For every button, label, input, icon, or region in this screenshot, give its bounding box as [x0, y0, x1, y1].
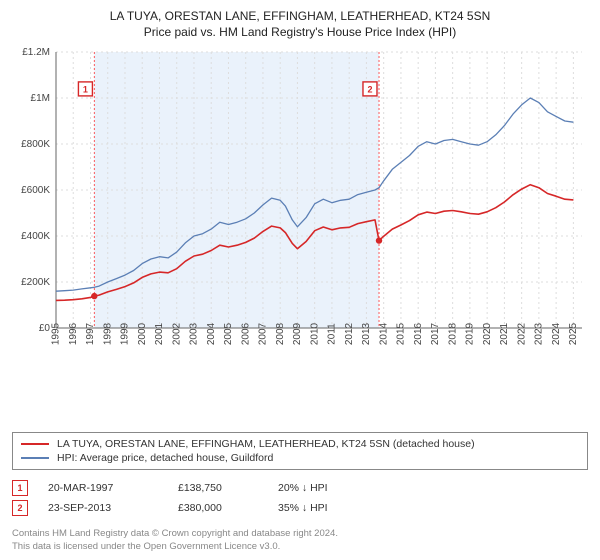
- svg-text:1997: 1997: [85, 323, 96, 346]
- svg-text:£1.2M: £1.2M: [22, 47, 50, 58]
- legend-label: HPI: Average price, detached house, Guil…: [57, 452, 273, 464]
- svg-text:2008: 2008: [275, 323, 286, 346]
- svg-text:£800K: £800K: [21, 139, 50, 150]
- transaction-price: £380,000: [178, 502, 278, 514]
- svg-text:2002: 2002: [171, 323, 182, 346]
- svg-text:2003: 2003: [189, 323, 200, 346]
- svg-text:2022: 2022: [516, 323, 527, 346]
- chart-container: £0£200K£400K£600K£800K£1M£1.2M1995199619…: [12, 44, 588, 424]
- transaction-relative: 20% ↓ HPI: [278, 482, 398, 494]
- svg-text:2021: 2021: [499, 323, 510, 346]
- svg-text:2017: 2017: [430, 323, 441, 346]
- legend-label: LA TUYA, ORESTAN LANE, EFFINGHAM, LEATHE…: [57, 438, 475, 450]
- svg-text:2023: 2023: [534, 323, 545, 346]
- transaction-marker: 2: [12, 500, 28, 516]
- svg-text:2018: 2018: [447, 323, 458, 346]
- footer-line-1: Contains HM Land Registry data © Crown c…: [12, 528, 588, 541]
- svg-text:2015: 2015: [396, 323, 407, 346]
- svg-text:£600K: £600K: [21, 185, 50, 196]
- legend-swatch: [21, 457, 49, 459]
- svg-text:2005: 2005: [223, 323, 234, 346]
- svg-text:2014: 2014: [378, 323, 389, 346]
- svg-text:2001: 2001: [154, 323, 165, 346]
- footer-line-2: This data is licensed under the Open Gov…: [12, 541, 588, 554]
- transaction-row: 2 23-SEP-2013£380,00035% ↓ HPI: [12, 498, 588, 518]
- transaction-relative: 35% ↓ HPI: [278, 502, 398, 514]
- svg-text:2: 2: [367, 85, 372, 95]
- transaction-date: 23-SEP-2013: [48, 502, 178, 514]
- svg-text:1998: 1998: [102, 323, 113, 346]
- legend-swatch: [21, 443, 49, 445]
- svg-text:2009: 2009: [292, 323, 303, 346]
- price-chart: £0£200K£400K£600K£800K£1M£1.2M1995199619…: [12, 44, 588, 364]
- svg-text:£200K: £200K: [21, 277, 50, 288]
- svg-text:2006: 2006: [240, 323, 251, 346]
- legend-item: LA TUYA, ORESTAN LANE, EFFINGHAM, LEATHE…: [21, 437, 579, 451]
- svg-text:1: 1: [83, 85, 88, 95]
- svg-text:1996: 1996: [68, 323, 79, 346]
- svg-text:2011: 2011: [327, 323, 338, 345]
- svg-text:£400K: £400K: [21, 231, 50, 242]
- svg-text:2007: 2007: [258, 323, 269, 346]
- transaction-date: 20-MAR-1997: [48, 482, 178, 494]
- legend: LA TUYA, ORESTAN LANE, EFFINGHAM, LEATHE…: [12, 432, 588, 470]
- transaction-price: £138,750: [178, 482, 278, 494]
- svg-text:2020: 2020: [482, 323, 493, 346]
- svg-text:2012: 2012: [344, 323, 355, 346]
- svg-text:£1M: £1M: [31, 93, 50, 104]
- svg-text:£0: £0: [39, 323, 51, 334]
- svg-text:2016: 2016: [413, 323, 424, 346]
- svg-text:2004: 2004: [206, 323, 217, 346]
- legend-item: HPI: Average price, detached house, Guil…: [21, 451, 579, 465]
- svg-text:2024: 2024: [551, 323, 562, 346]
- svg-text:2010: 2010: [309, 323, 320, 346]
- transaction-row: 1 20-MAR-1997£138,75020% ↓ HPI: [12, 478, 588, 498]
- transaction-marker: 1: [12, 480, 28, 496]
- svg-text:2013: 2013: [361, 323, 372, 346]
- page-subtitle: Price paid vs. HM Land Registry's House …: [12, 24, 588, 40]
- transactions-table: 1 20-MAR-1997£138,75020% ↓ HPI 2 23-SEP-201…: [12, 478, 588, 518]
- svg-text:2019: 2019: [465, 323, 476, 346]
- page-title: LA TUYA, ORESTAN LANE, EFFINGHAM, LEATHE…: [12, 8, 588, 24]
- svg-text:2025: 2025: [568, 323, 579, 346]
- svg-text:2000: 2000: [137, 323, 148, 346]
- svg-text:1999: 1999: [120, 323, 131, 346]
- footer-attribution: Contains HM Land Registry data © Crown c…: [12, 528, 588, 554]
